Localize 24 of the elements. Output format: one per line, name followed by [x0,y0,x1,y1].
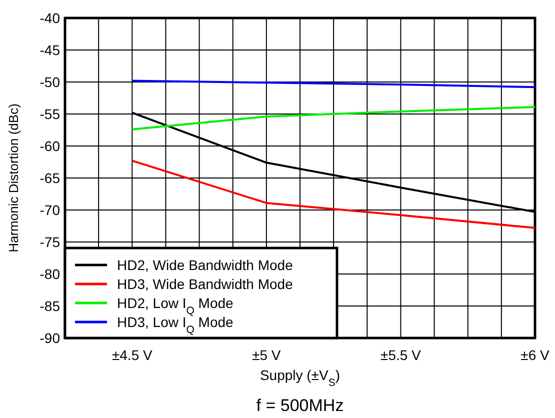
x-tick-label: ±6 V [520,347,550,363]
x-tick-label: ±4.5 V [112,347,153,363]
y-tick-label: -75 [40,234,60,250]
x-tick-label: ±5.5 V [380,347,422,363]
x-tick-label: ±5 V [252,347,282,363]
y-tick-label: -80 [40,266,60,282]
y-tick-label: -45 [40,42,60,58]
y-tick-label: -40 [40,10,60,26]
line-series [131,160,536,229]
text: f = 500MHz [256,396,344,415]
y-tick-label: -90 [40,330,60,346]
y-tick-label: -65 [40,170,60,186]
y-tick-label: -60 [40,138,60,154]
x-axis-title: Supply (±V$_{S}$) [260,367,340,389]
legend-label: HD2, Wide Bandwidth Mode [117,256,294,273]
legend-label: HD3, Wide Bandwidth Mode [117,276,294,292]
y-tick-label: -70 [40,202,60,218]
line-series [131,80,536,88]
y-tick-label: -50 [40,74,60,90]
legend-label: HD2, Low I$_{Q}$ Mode [117,294,234,317]
y-tick-label: -85 [40,298,60,314]
line-series [131,106,536,130]
y-tick-label: -55 [40,106,60,122]
y-axis-title: Harmonic Distortion (dBc) [6,104,21,252]
